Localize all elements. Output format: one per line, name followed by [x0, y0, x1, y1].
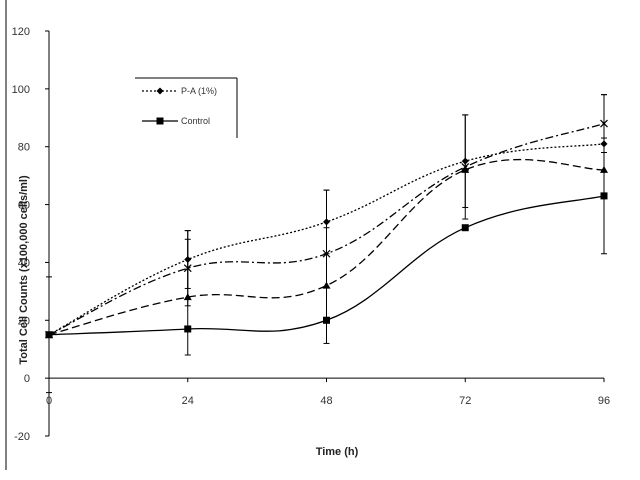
- data-point: [45, 330, 53, 338]
- x-tick-label: 24: [182, 395, 194, 407]
- legend-entry: P-A (1%): [142, 86, 217, 96]
- data-point: [600, 192, 608, 200]
- legend-box: [135, 78, 237, 138]
- axes: [45, 30, 605, 437]
- series-line: [48, 158, 605, 336]
- legend-marker: [156, 87, 164, 95]
- legend-label: Control: [181, 116, 210, 126]
- data-point: [600, 119, 608, 128]
- x-tick-label: 72: [459, 395, 471, 407]
- y-tick-label: 20: [18, 315, 30, 327]
- data-point: [461, 165, 470, 173]
- legend-label: P-A (1%): [181, 86, 217, 96]
- legend: P-A (1%) Control: [135, 77, 238, 138]
- y-axis-title: Total Cell Counts (x100,000 cells/ml): [18, 175, 30, 365]
- series-layer: [45, 94, 608, 394]
- data-point: [461, 224, 469, 232]
- x-tick-label: 96: [598, 395, 610, 407]
- x-tick-label: 48: [320, 395, 332, 407]
- y-tick-label: 80: [18, 142, 30, 154]
- y-tick-label: 120: [12, 26, 30, 38]
- y-tick-label: 100: [12, 84, 30, 96]
- legend-entry: Control: [142, 116, 210, 126]
- y-tick-label: 0: [24, 373, 30, 385]
- series-4: [45, 158, 608, 356]
- y-tick-label: 60: [18, 200, 30, 212]
- y-tick-label: 40: [18, 257, 30, 269]
- x-tick-label: 0: [46, 395, 52, 407]
- data-point: [600, 165, 608, 173]
- legend-marker: [156, 117, 164, 125]
- data-point: [183, 293, 192, 301]
- data-point: [322, 281, 331, 289]
- tick-labels: -20 0 20 40 60 80 100 120 0 24 48 72 96: [12, 26, 610, 443]
- y-tick-label: -20: [14, 431, 30, 443]
- x-axis-title: Time (h): [316, 446, 359, 458]
